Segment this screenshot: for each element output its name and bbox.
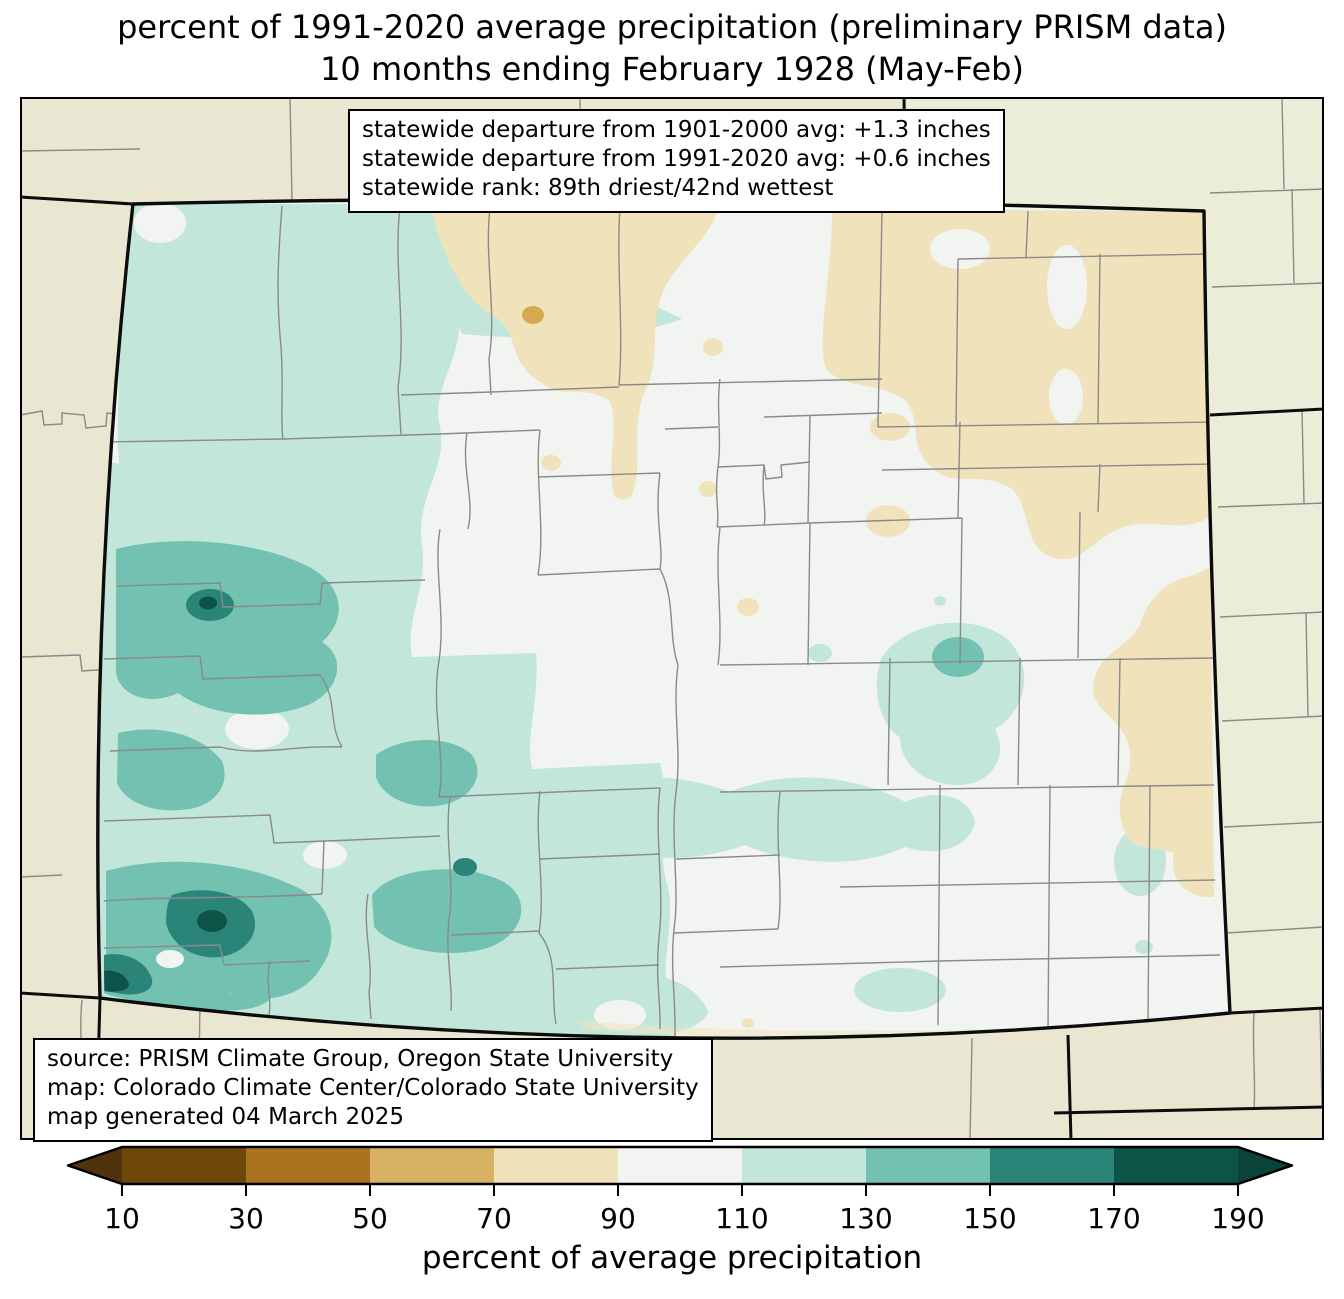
precip-region-110-130 xyxy=(97,204,1166,1039)
colorbar-arrow-left xyxy=(68,1147,122,1184)
colorbar-segment xyxy=(370,1147,494,1184)
source-line-2: map: Colorado Climate Center/Colorado St… xyxy=(47,1075,699,1102)
source-line-1: source: PRISM Climate Group, Oregon Stat… xyxy=(47,1046,674,1072)
colorbar-tick-label: 50 xyxy=(352,1202,388,1235)
title-line-1: percent of 1991-2020 average precipitati… xyxy=(117,8,1227,46)
colorbar-segment xyxy=(618,1147,742,1184)
colorbar-segment xyxy=(494,1147,618,1184)
colorbar-svg: 10 30 50 70 90 110 130 150 170 190 xyxy=(66,1145,1294,1235)
stats-line-1: statewide departure from 1901-2000 avg: … xyxy=(362,117,991,143)
colorbar-axis-label: percent of average precipitation xyxy=(421,1240,923,1276)
colorbar-tick-label: 150 xyxy=(963,1202,1016,1235)
source-line-3: map generated 04 March 2025 xyxy=(47,1104,405,1131)
county-lines xyxy=(103,205,1221,1038)
colorbar-tick-label: 190 xyxy=(1211,1202,1264,1235)
map-title: percent of 1991-2020 average precipitati… xyxy=(0,6,1344,90)
colorbar: 10 30 50 70 90 110 130 150 170 190 xyxy=(0,1142,1344,1242)
precip-region-50-70 xyxy=(522,306,544,324)
colorbar-tick-label: 70 xyxy=(476,1202,512,1235)
stats-line-3: statewide rank: 89th driest/42nd wettest xyxy=(362,175,834,202)
colorbar-tick-label: 90 xyxy=(600,1202,636,1235)
precip-region-90-110-holes-2 xyxy=(156,841,347,968)
source-attribution-box: source: PRISM Climate Group, Oregon Stat… xyxy=(33,1038,713,1142)
colorbar-segment xyxy=(866,1147,990,1184)
colorbar-segment xyxy=(246,1147,370,1184)
colorbar-segment xyxy=(122,1147,246,1184)
colorbar-segment xyxy=(1114,1147,1238,1184)
colorbar-tick-label: 170 xyxy=(1087,1202,1140,1235)
title-line-2: 10 months ending February 1928 (May-Feb) xyxy=(320,50,1024,89)
colorbar-tick-label: 30 xyxy=(228,1202,264,1235)
statewide-stats-box: statewide departure from 1901-2000 avg: … xyxy=(348,109,1005,213)
map-panel: statewide departure from 1901-2000 avg: … xyxy=(20,97,1324,1142)
colorbar-tick-label: 110 xyxy=(715,1202,768,1235)
stats-line-2: statewide departure from 1991-2020 avg: … xyxy=(362,146,991,173)
colorbar-arrow-right xyxy=(1238,1147,1292,1184)
colorado-precipitation-map xyxy=(20,97,1324,1140)
precip-region-170-190 xyxy=(104,596,227,992)
colorbar-tick-label: 130 xyxy=(839,1202,892,1235)
colorbar-segment xyxy=(990,1147,1114,1184)
precip-region-70-90 xyxy=(430,204,1228,1039)
colorbar-tick-label: 10 xyxy=(104,1202,140,1235)
neighbor-states-region xyxy=(904,97,1324,1013)
colorbar-segment xyxy=(742,1147,866,1184)
